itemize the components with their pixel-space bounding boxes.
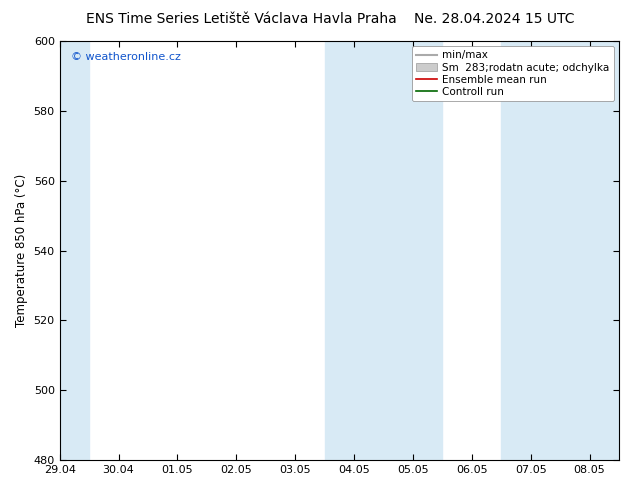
Bar	[325, 41, 443, 460]
Text: © weatheronline.cz: © weatheronline.cz	[71, 51, 181, 62]
Y-axis label: Temperature 850 hPa (°C): Temperature 850 hPa (°C)	[15, 174, 28, 327]
Text: Ne. 28.04.2024 15 UTC: Ne. 28.04.2024 15 UTC	[414, 12, 575, 26]
Text: ENS Time Series Letiště Václava Havla Praha: ENS Time Series Letiště Václava Havla Pr…	[86, 12, 396, 26]
Bar	[30, 41, 89, 460]
Legend: min/max, Sm  283;rodatn acute; odchylka, Ensemble mean run, Controll run: min/max, Sm 283;rodatn acute; odchylka, …	[412, 46, 614, 101]
Bar	[501, 41, 619, 460]
